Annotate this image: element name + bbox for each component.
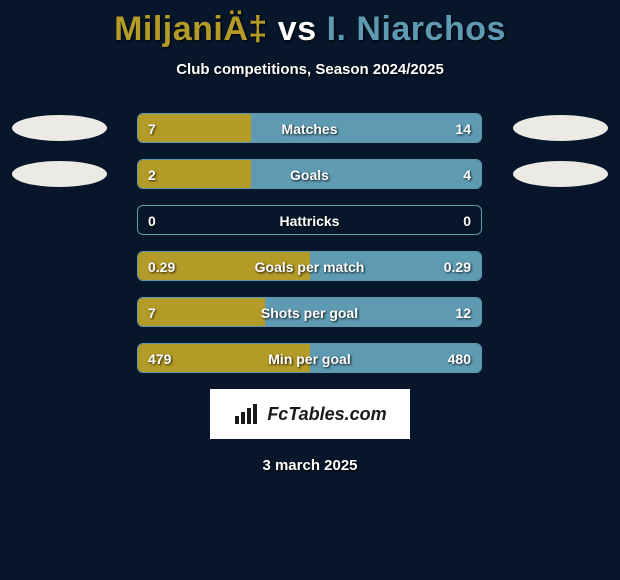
player2-name: I. Niarchos [327,10,506,48]
stat-bar: 479480Min per goal [137,343,482,373]
stat-row: 24Goals [0,159,620,189]
logo-text: FcTables.com [267,404,386,425]
player1-badge [12,161,107,187]
player1-value: 0.29 [138,252,185,281]
stat-label: Hattricks [138,206,481,235]
stat-bar: 24Goals [137,159,482,189]
player1-value: 479 [138,344,181,373]
stats-container: 714Matches24Goals00Hattricks0.290.29Goal… [0,113,620,373]
subtitle: Club competitions, Season 2024/2025 [0,61,620,78]
player2-value: 12 [445,298,481,327]
stat-row: 714Matches [0,113,620,143]
stat-bar: 712Shots per goal [137,297,482,327]
stat-row: 0 0Hattricks [0,205,620,235]
stat-bar: 0.290.29Goals per match [137,251,482,281]
player2-value: 14 [445,114,481,143]
stat-row: 0.290.29Goals per match [0,251,620,281]
player1-value: 2 [138,160,166,189]
logo-bars-icon [233,402,261,426]
stat-row: 479480Min per goal [0,343,620,373]
player2-value: 0.29 [434,252,481,281]
player1-value: 0 [138,206,166,235]
stat-bar: 714Matches [137,113,482,143]
player1-badge [12,115,107,141]
date-text: 3 march 2025 [0,457,620,474]
player2-value: 4 [453,160,481,189]
player2-badge [513,161,608,187]
vs-text: vs [278,10,317,48]
logo-box: FcTables.com [210,389,410,439]
player2-segment [251,160,481,188]
player1-value: 7 [138,298,166,327]
stat-row: 712Shots per goal [0,297,620,327]
player2-value: 480 [438,344,481,373]
stat-bar: 0 0Hattricks [137,205,482,235]
player2-badge [513,115,608,141]
player1-name: MiljaniÄ‡ [114,10,268,48]
player1-value: 7 [138,114,166,143]
player2-value: 0 [453,206,481,235]
comparison-title: MiljaniÄ‡ vs I. Niarchos [0,0,620,49]
